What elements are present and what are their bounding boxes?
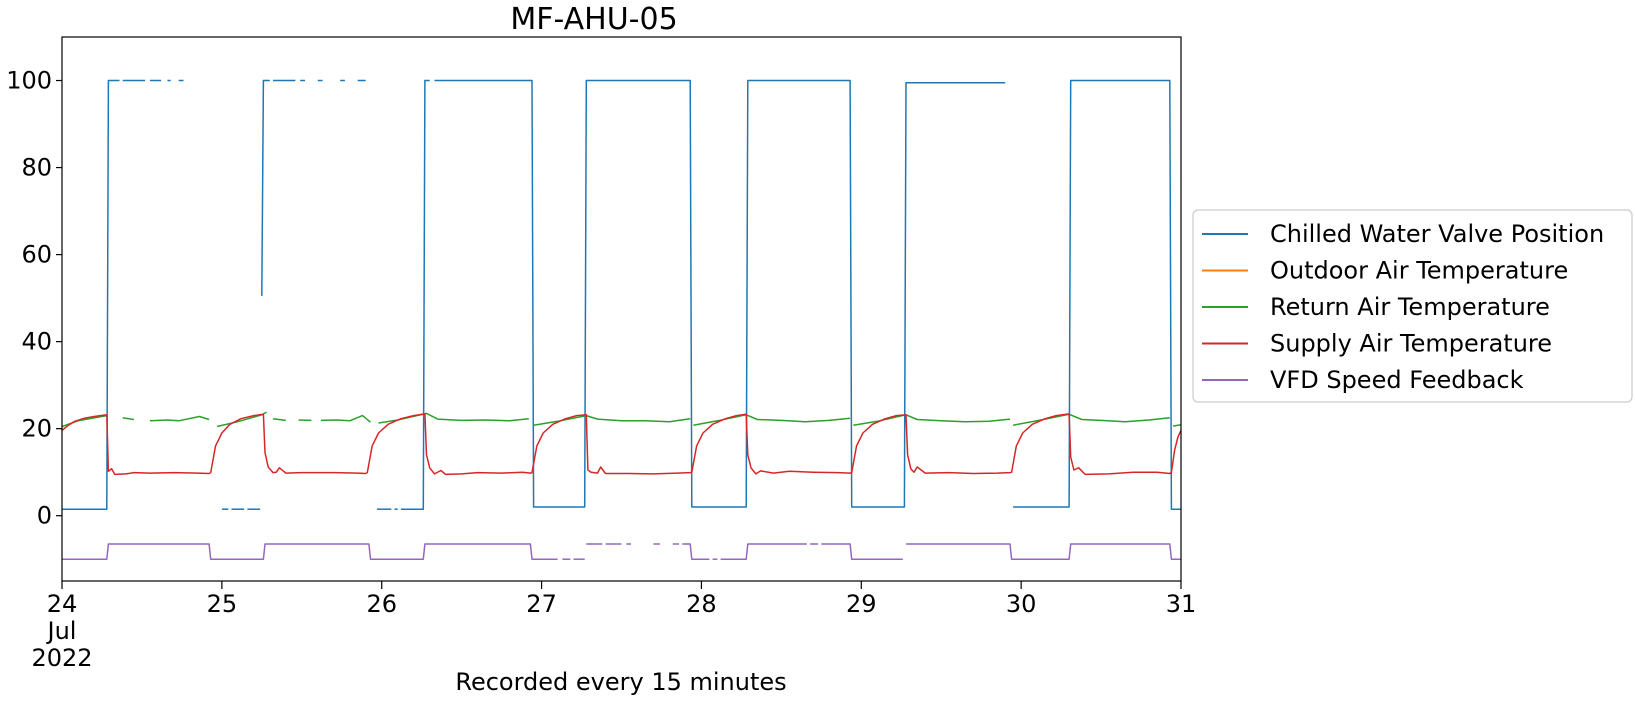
series-line-0: [62, 79, 120, 510]
x-tick-label: 31: [1166, 590, 1197, 618]
series-group: [62, 79, 1181, 560]
series-line-4: [720, 543, 807, 560]
x-tick-sublabel: Jul: [46, 617, 77, 645]
x-tick-label: 24: [47, 590, 78, 618]
series-line-2: [693, 414, 851, 426]
legend-label: VFD Speed Feedback: [1270, 366, 1524, 394]
x-tick-label: 30: [1006, 590, 1037, 618]
series-line-0: [400, 79, 430, 510]
legend-frame: [1192, 209, 1633, 403]
legend: Chilled Water Valve Position Outdoor Air …: [1192, 209, 1633, 403]
series-line-0: [434, 79, 1006, 508]
y-axis: 0 20 40 60 80 100: [6, 67, 62, 530]
series-line-4: [682, 543, 710, 560]
chart-title: MF-AHU-05: [510, 2, 677, 37]
plot-frame: [61, 36, 1182, 582]
series-line-4: [821, 543, 903, 560]
x-tick-label: 25: [207, 590, 238, 618]
y-tick-label: 20: [21, 415, 52, 443]
series-line-0: [261, 79, 270, 296]
series-line-2: [1012, 413, 1170, 426]
x-tick-label: 26: [366, 590, 397, 618]
series-line-2: [320, 414, 371, 423]
series-line-0: [1013, 79, 1181, 510]
y-tick-label: 0: [37, 502, 52, 530]
series-line-4: [906, 543, 1181, 560]
series-line-2: [272, 417, 286, 422]
legend-label: Chilled Water Valve Position: [1270, 220, 1604, 248]
series-line-2: [216, 411, 267, 428]
x-axis-label: Recorded every 15 minutes: [455, 668, 786, 696]
x-tick-label: 29: [846, 590, 877, 618]
legend-label: Supply Air Temperature: [1270, 330, 1552, 358]
legend-label: Outdoor Air Temperature: [1270, 257, 1568, 285]
series-line-2: [1172, 424, 1181, 427]
y-tick-label: 40: [21, 328, 52, 356]
legend-label: Return Air Temperature: [1270, 293, 1550, 321]
plot-area: [62, 79, 1181, 560]
x-tick-label: 28: [686, 590, 717, 618]
series-line-2: [149, 415, 210, 422]
y-tick-label: 80: [21, 154, 52, 182]
x-tick-sublabel: 2022: [31, 644, 92, 672]
series-line-4: [62, 543, 558, 560]
series-line-2: [853, 414, 1011, 426]
x-tick-label: 27: [526, 590, 557, 618]
series-line-2: [533, 414, 691, 426]
series-line-2: [122, 417, 135, 421]
y-tick-label: 60: [21, 241, 52, 269]
y-tick-label: 100: [6, 67, 52, 95]
series-line-3: [62, 413, 1181, 476]
